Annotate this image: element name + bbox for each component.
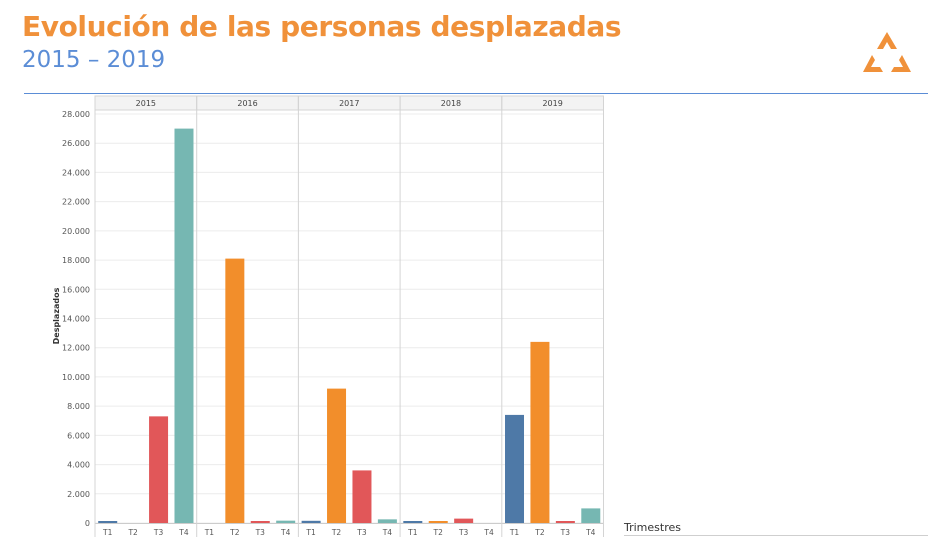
x-tick-label: T4 (483, 528, 494, 537)
y-tick-label: 26.000 (62, 139, 90, 148)
bar-2018-T2 (428, 521, 448, 523)
bar-2018-T3 (454, 518, 474, 523)
bar-2015-T4 (174, 128, 194, 523)
x-tick-label: T2 (127, 528, 138, 537)
bar-2017-T1 (301, 520, 321, 523)
x-tick-label: T4 (585, 528, 596, 537)
x-axis-label: Trimestres (624, 521, 681, 534)
x-tick-label: T4 (280, 528, 291, 537)
y-tick-label: 16.000 (62, 285, 90, 294)
y-tick-label: 8.000 (67, 402, 90, 411)
x-tick-label: T2 (229, 528, 240, 537)
x-tick-label: T1 (204, 528, 215, 537)
bar-2015-T3 (149, 416, 169, 523)
bar-2016-T4 (276, 520, 296, 523)
x-tick-label: T2 (433, 528, 444, 537)
panel-year-label: 2018 (441, 99, 461, 108)
page-title: Evolución de las personas desplazadas (22, 10, 622, 43)
x-tick-label: T3 (255, 528, 266, 537)
bar-2019-T2 (530, 341, 550, 523)
x-tick-label: T3 (560, 528, 571, 537)
y-tick-label: 24.000 (62, 168, 90, 177)
panel-year-label: 2017 (339, 99, 359, 108)
panel-year-label: 2015 (136, 99, 156, 108)
triangle-arrows-logo-icon (863, 32, 911, 72)
bar-2019-T4 (581, 508, 601, 523)
bar-2019-T3 (555, 521, 575, 523)
y-tick-label: 4.000 (67, 461, 90, 470)
bar-2017-T3 (352, 470, 372, 523)
x-axis-label-underline (624, 535, 928, 536)
x-tick-label: T4 (178, 528, 189, 537)
x-tick-label: T1 (305, 528, 316, 537)
bar-2016-T2 (225, 258, 245, 523)
y-tick-label: 10.000 (62, 373, 90, 382)
y-tick-label: 28.000 (62, 110, 90, 119)
y-tick-label: 18.000 (62, 256, 90, 265)
bar-2017-T2 (327, 388, 347, 523)
bar-2017-T4 (377, 519, 397, 523)
x-tick-label: T2 (331, 528, 342, 537)
bar-2019-T1 (505, 414, 525, 523)
header-divider (24, 93, 928, 94)
x-tick-label: T1 (509, 528, 520, 537)
x-tick-label: T1 (407, 528, 418, 537)
x-tick-label: T3 (356, 528, 367, 537)
y-tick-label: 22.000 (62, 198, 90, 207)
bar-2016-T3 (250, 521, 270, 523)
panel-year-label: 2016 (237, 99, 257, 108)
y-tick-label: 20.000 (62, 227, 90, 236)
bar-2015-T1 (98, 521, 118, 523)
x-tick-label: T1 (102, 528, 113, 537)
bar-2018-T1 (403, 521, 423, 523)
x-tick-label: T2 (534, 528, 545, 537)
page-subtitle: 2015 – 2019 (22, 47, 166, 73)
x-tick-label: T3 (153, 528, 164, 537)
y-tick-label: 14.000 (62, 315, 90, 324)
y-axis-label: Desplazados (52, 287, 61, 344)
panel-year-label: 2019 (542, 99, 562, 108)
y-tick-label: 6.000 (67, 431, 90, 440)
x-tick-label: T4 (382, 528, 393, 537)
y-tick-label: 12.000 (62, 344, 90, 353)
x-tick-label: T3 (458, 528, 469, 537)
y-tick-label: 2.000 (67, 490, 90, 499)
y-tick-label: 0 (85, 519, 90, 528)
